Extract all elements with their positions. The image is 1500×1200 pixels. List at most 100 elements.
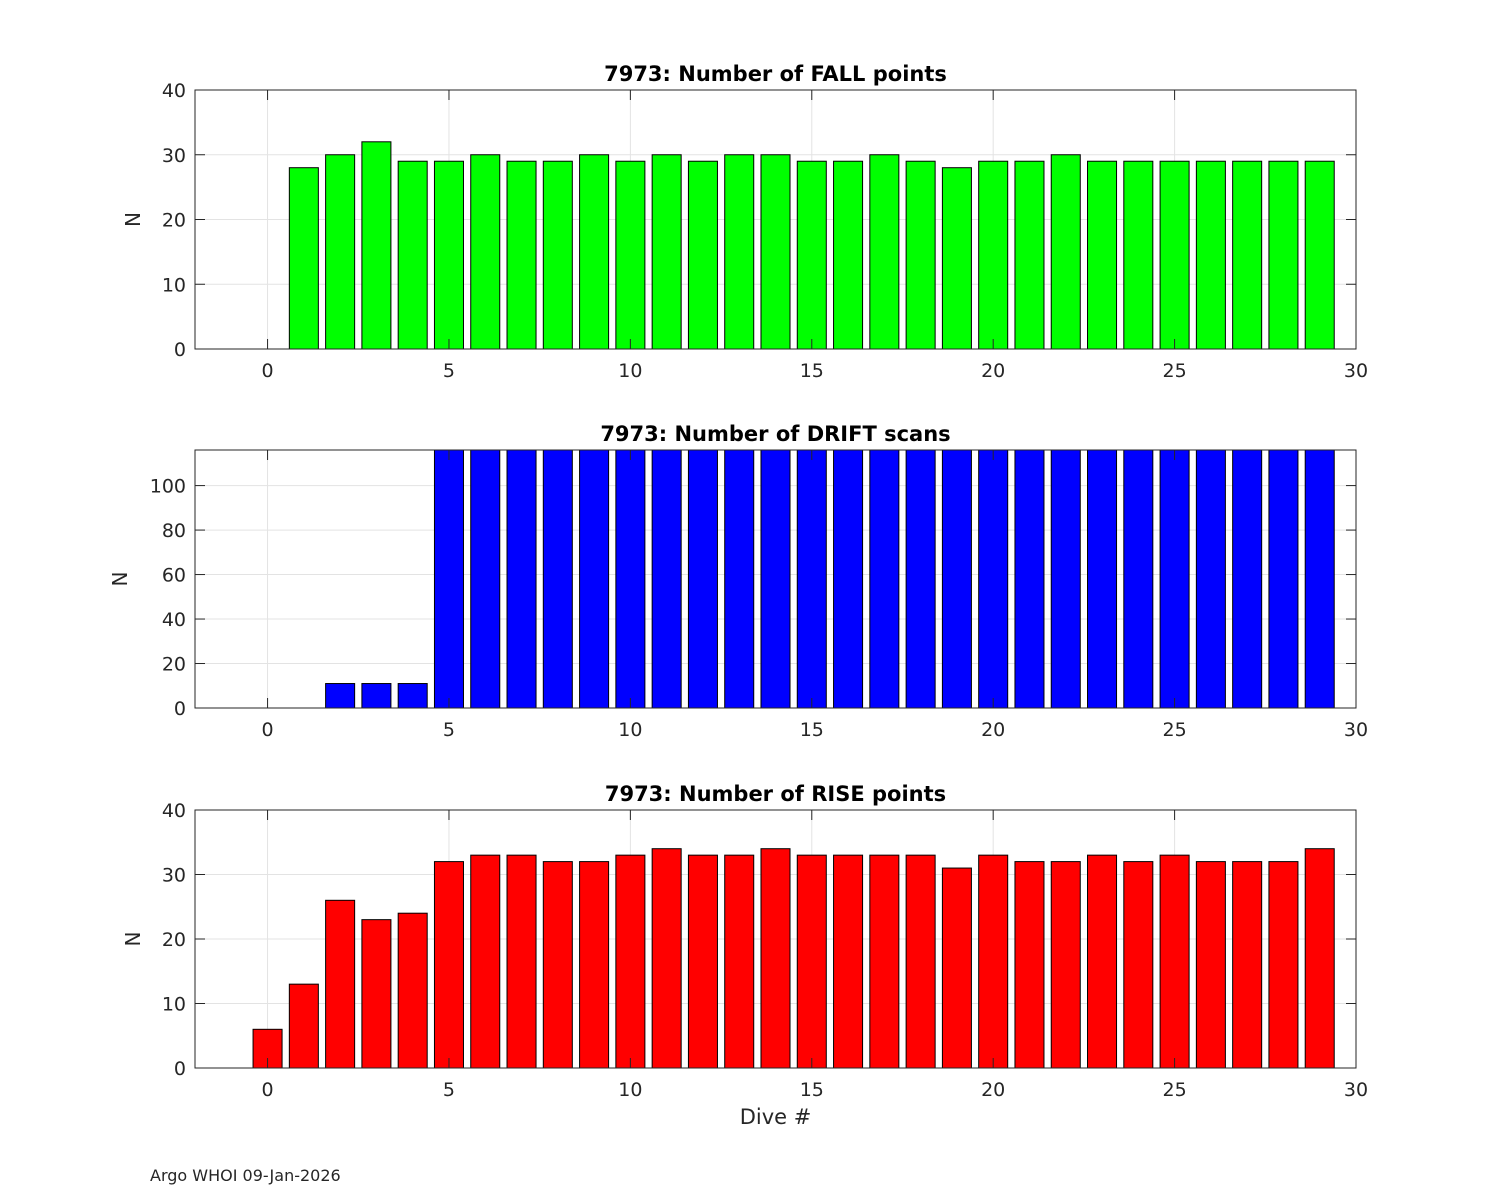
- rise-bar: [1159, 854, 1190, 1069]
- fall-xtick-label: 20: [981, 360, 1005, 382]
- fall-ytick-label: 20: [162, 210, 186, 232]
- drift-xtick-label: 30: [1344, 719, 1368, 741]
- rise-bar: [1304, 848, 1335, 1069]
- drift-bar: [1304, 449, 1335, 709]
- drift-bar: [1087, 449, 1118, 709]
- drift-bar: [542, 449, 573, 709]
- fall-bar: [433, 160, 464, 350]
- drift-xtick-label: 10: [618, 719, 642, 741]
- fall-bar: [325, 154, 356, 350]
- fall-bar: [542, 160, 573, 350]
- rise-bar: [361, 919, 392, 1069]
- fall-bar: [470, 154, 501, 350]
- fall-bar: [1304, 160, 1335, 350]
- drift-bar: [724, 449, 755, 709]
- rise-bar: [1014, 861, 1045, 1069]
- rise-bar: [470, 854, 501, 1069]
- drift-ytick-label: 60: [162, 565, 186, 587]
- fall-bar: [1050, 154, 1081, 350]
- rise-bar: [433, 861, 464, 1069]
- drift-axes-box: [194, 449, 1357, 709]
- rise-bar: [542, 861, 573, 1069]
- rise-bar: [724, 854, 755, 1069]
- fall-bar: [579, 154, 610, 350]
- footer-credit: Argo WHOI 09-Jan-2026: [150, 1166, 341, 1185]
- fall-bar: [833, 160, 864, 350]
- rise-bar: [760, 848, 791, 1069]
- rise-bar: [1232, 861, 1263, 1069]
- fall-bar: [905, 160, 936, 350]
- drift-bar: [1195, 449, 1226, 709]
- drift-bar: [1232, 449, 1263, 709]
- fall-bar: [760, 154, 791, 350]
- fall-xtick-label: 15: [800, 360, 824, 382]
- rise-bar: [397, 912, 428, 1069]
- rise-bar: [288, 983, 319, 1069]
- fall-ytick-label: 40: [162, 80, 186, 102]
- rise-bar: [796, 854, 827, 1069]
- fall-xtick-label: 0: [262, 360, 274, 382]
- drift-ytick-label: 20: [162, 654, 186, 676]
- drift-xtick-label: 25: [1163, 719, 1187, 741]
- drift-bar: [1123, 449, 1154, 709]
- drift-bar: [869, 449, 900, 709]
- rise-bar: [978, 854, 1009, 1069]
- drift-bar: [687, 449, 718, 709]
- drift-bar: [579, 449, 610, 709]
- fall-ylabel: N: [121, 212, 145, 227]
- rise-bar: [869, 854, 900, 1069]
- drift-bar: [433, 449, 464, 709]
- rise-bar: [833, 854, 864, 1069]
- rise-bar: [1050, 861, 1081, 1069]
- drift-ytick-label: 40: [162, 609, 186, 631]
- drift-ytick-label: 80: [162, 520, 186, 542]
- fall-points-chart: 0 5 10 15 20 25 30 0 10 20 30 40 7973: Number of FAL…: [121, 62, 1368, 382]
- fall-bar: [506, 160, 537, 350]
- drift-xtick-label: 20: [981, 719, 1005, 741]
- fall-bar: [1087, 160, 1118, 350]
- drift-bar: [1159, 449, 1190, 709]
- rise-bar: [1195, 861, 1226, 1069]
- rise-bar: [905, 854, 936, 1069]
- drift-bar: [760, 449, 791, 709]
- drift-bar: [905, 449, 936, 709]
- fall-xtick-label: 30: [1344, 360, 1368, 382]
- drift-ylabel: N: [108, 572, 132, 587]
- rise-bar: [615, 854, 646, 1069]
- fall-bar: [397, 160, 428, 350]
- fall-bar: [687, 160, 718, 350]
- rise-bar: [1123, 861, 1154, 1069]
- drift-bar: [941, 449, 972, 709]
- fall-bar: [615, 160, 646, 350]
- fall-bar: [1232, 160, 1263, 350]
- rise-bar: [1087, 854, 1118, 1069]
- fall-bar: [796, 160, 827, 350]
- fall-bar: [1268, 160, 1299, 350]
- fall-bar: [978, 160, 1009, 350]
- drift-chart-title: 7973: Number of DRIFT scans: [600, 422, 950, 446]
- rise-xtick-label: 5: [443, 1079, 455, 1101]
- drift-bar: [325, 683, 356, 709]
- drift-bar: [397, 683, 428, 709]
- drift-bar: [615, 449, 646, 709]
- fall-bar: [288, 167, 319, 350]
- rise-xtick-label: 15: [800, 1079, 824, 1101]
- drift-xtick-label: 5: [443, 719, 455, 741]
- rise-xtick-label: 10: [618, 1079, 642, 1101]
- fall-ytick-label: 0: [174, 339, 186, 361]
- drift-scans-chart: 0 5 10 15 20 25 30 0 20 40 60 80 100 7973: Number of …: [108, 422, 1368, 741]
- rise-bar: [579, 861, 610, 1069]
- rise-ytick-label: 20: [162, 929, 186, 951]
- drift-bar: [978, 449, 1009, 709]
- drift-ytick-label: 0: [174, 698, 186, 720]
- fall-bar: [361, 141, 392, 350]
- rise-ytick-label: 30: [162, 865, 186, 887]
- drift-bar: [470, 449, 501, 709]
- fall-bar: [724, 154, 755, 350]
- rise-bar: [651, 848, 682, 1069]
- drift-bar: [1014, 449, 1045, 709]
- rise-ytick-label: 10: [162, 994, 186, 1016]
- rise-xtick-label: 30: [1344, 1079, 1368, 1101]
- rise-bar: [941, 867, 972, 1069]
